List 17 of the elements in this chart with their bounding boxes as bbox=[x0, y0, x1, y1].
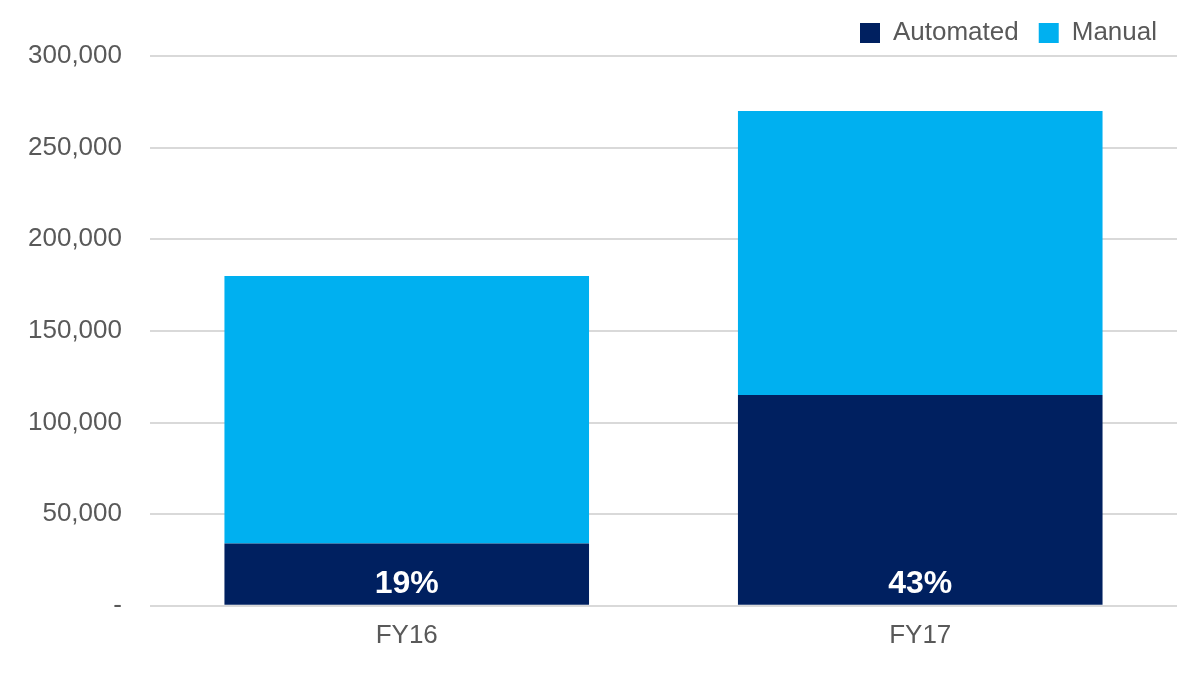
y-tick-label: 300,000 bbox=[28, 39, 122, 70]
annotation: 19% bbox=[374, 563, 439, 600]
y-tick-label: 200,000 bbox=[28, 222, 122, 253]
annotation: 43% bbox=[888, 563, 953, 600]
bar bbox=[737, 395, 1103, 605]
y-tick-label: 150,000 bbox=[28, 314, 122, 345]
y-tick-label: - bbox=[113, 588, 122, 619]
y-tick-label: 250,000 bbox=[28, 130, 122, 161]
bar bbox=[737, 110, 1103, 396]
bar bbox=[224, 275, 590, 544]
y-tick-label: 100,000 bbox=[28, 405, 122, 436]
x-tick-label: FY16 bbox=[375, 618, 438, 649]
legend-label: Manual bbox=[1071, 16, 1158, 47]
bar bbox=[224, 543, 590, 605]
y-tick-label: 50,000 bbox=[42, 497, 122, 528]
x-tick-label: FY17 bbox=[889, 618, 952, 649]
legend-label: Automated bbox=[892, 16, 1019, 47]
